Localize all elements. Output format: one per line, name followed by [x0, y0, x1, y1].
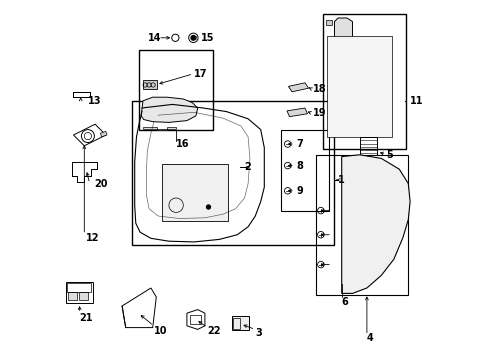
Text: 22: 22	[207, 326, 221, 336]
Bar	[280, 130, 328, 211]
Bar	[79, 292, 88, 300]
Polygon shape	[101, 131, 107, 137]
Bar	[162, 164, 228, 221]
Text: 1: 1	[337, 175, 344, 185]
Bar	[232, 318, 240, 329]
Bar	[325, 20, 332, 25]
Text: 14: 14	[148, 33, 162, 43]
Bar	[73, 92, 89, 97]
Text: 3: 3	[255, 328, 262, 338]
Text: 20: 20	[94, 179, 108, 189]
Bar	[132, 101, 333, 245]
Bar	[139, 50, 213, 130]
Text: 5: 5	[386, 150, 393, 160]
Bar	[359, 137, 376, 155]
Bar	[68, 292, 77, 300]
Text: 10: 10	[153, 326, 167, 336]
Text: 21: 21	[79, 312, 92, 323]
Polygon shape	[141, 97, 197, 122]
Text: 11: 11	[409, 96, 423, 106]
Text: 16: 16	[176, 139, 189, 149]
Circle shape	[190, 35, 196, 40]
Text: 15: 15	[200, 33, 214, 43]
Text: 7: 7	[296, 139, 303, 149]
Circle shape	[206, 205, 210, 209]
Bar	[326, 36, 391, 137]
Bar	[322, 14, 405, 149]
Text: 6: 6	[341, 297, 348, 307]
Text: 18: 18	[312, 84, 326, 94]
Bar	[316, 155, 407, 295]
Text: 17: 17	[194, 69, 207, 79]
Polygon shape	[288, 83, 308, 92]
Bar	[189, 315, 200, 324]
Text: 4: 4	[366, 333, 373, 343]
Polygon shape	[341, 155, 409, 293]
Polygon shape	[334, 18, 352, 126]
Bar	[231, 316, 249, 330]
Text: 9: 9	[296, 186, 303, 196]
Bar	[67, 283, 91, 292]
Polygon shape	[286, 108, 307, 117]
Bar	[142, 80, 157, 89]
Bar	[66, 282, 93, 303]
Text: 13: 13	[88, 96, 101, 106]
Text: 19: 19	[312, 108, 325, 118]
Text: 8: 8	[296, 161, 303, 171]
Text: 12: 12	[86, 233, 100, 243]
Text: 2: 2	[244, 162, 251, 172]
Polygon shape	[142, 127, 176, 130]
